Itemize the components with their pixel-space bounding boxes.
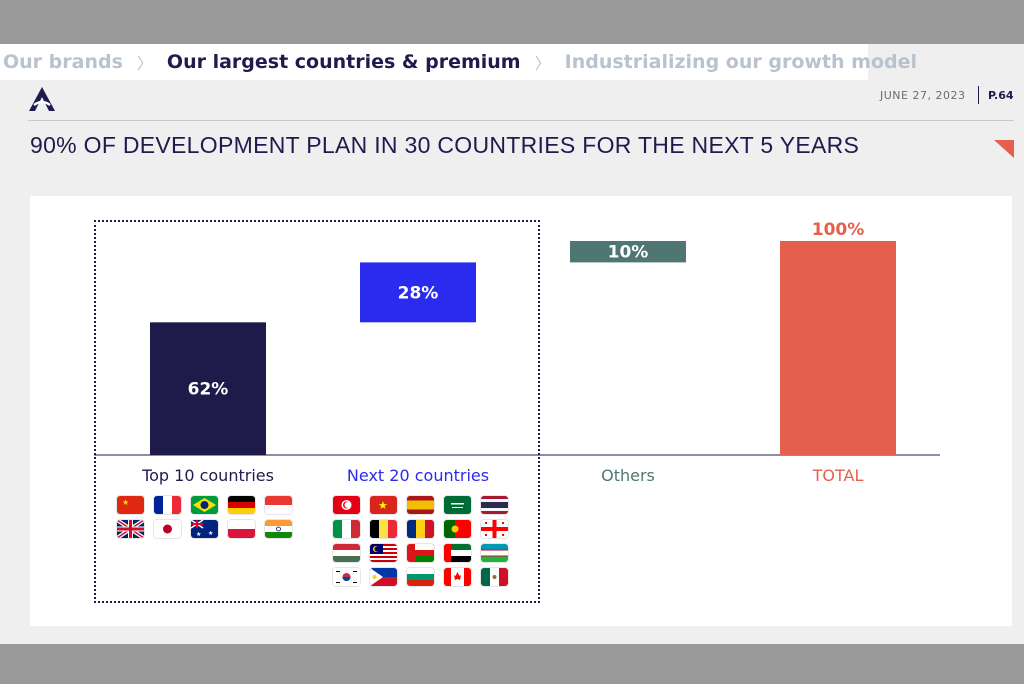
bar-others: [570, 241, 686, 263]
flag-bulgaria-icon: [407, 568, 434, 586]
bar-next-20-countries: [360, 262, 476, 323]
slide: Our brands 〉 Our largest countries & pre…: [0, 44, 1024, 644]
page-number: P.64: [988, 89, 1014, 102]
slide-title: 90% OF DEVELOPMENT PLAN IN 30 COUNTRIES …: [30, 132, 860, 158]
flag-brazil-icon: [191, 496, 218, 514]
flag-belgium-icon: [370, 520, 397, 538]
flag-indonesia-icon: [265, 496, 292, 514]
flag-saudi-arabia-icon: [444, 496, 471, 514]
chart-panel: 62% Top 10 countries 28% Next 20 countries 1…: [30, 196, 1012, 626]
flag-romania-icon: [407, 520, 434, 538]
flag-portugal-icon: [444, 520, 471, 538]
category-label-1: Top 10 countries: [141, 466, 274, 485]
data-label-2: 28%: [398, 283, 439, 303]
flag-vietnam-icon: ★: [370, 496, 397, 514]
flag-hungary-icon: [333, 544, 360, 562]
category-label-4: TOTAL: [812, 466, 864, 485]
svg-text:★: ★: [208, 530, 213, 537]
bar-total: [780, 241, 896, 455]
header-rule: [28, 120, 1014, 121]
data-label-1: 62%: [188, 380, 229, 400]
flag-australia-icon: ★ ★: [191, 520, 218, 538]
data-label-3: 10%: [608, 243, 649, 263]
flags-next20: ★: [333, 496, 508, 586]
flag-india-icon: [265, 520, 292, 538]
top30-highlight-box: [94, 220, 540, 603]
flag-tunisia-icon: [333, 496, 360, 514]
flag-spain-icon: [407, 496, 434, 514]
waterfall-chart: 62% Top 10 countries 28% Next 20 countries 1…: [94, 220, 940, 485]
breadcrumb-item-largest-countries[interactable]: Our largest countries & premium: [166, 51, 521, 73]
flag-thailand-icon: [481, 496, 508, 514]
accor-a-logo-icon: [29, 87, 55, 111]
chevron-right-icon: 〉: [534, 54, 551, 73]
breadcrumb: Our brands 〉 Our largest countries & pre…: [0, 44, 917, 80]
category-label-3: Others: [601, 466, 655, 485]
flag-germany-icon: [228, 496, 255, 514]
chevron-right-icon: 〉: [136, 54, 153, 73]
flag-italy-icon: [333, 520, 360, 538]
flag-japan-icon: [154, 520, 181, 538]
svg-text:★: ★: [196, 531, 201, 538]
flag-uae-icon: [444, 544, 471, 562]
flags-top10: ★ ★ ★: [117, 496, 292, 538]
breadcrumb-item-growth-model[interactable]: Industrializing our growth model: [564, 51, 917, 73]
data-label-4: 100%: [812, 220, 865, 240]
flag-france-icon: [154, 496, 181, 514]
flag-mexico-icon: [481, 568, 508, 586]
svg-text:★: ★: [378, 499, 388, 512]
flag-uzbekistan-icon: [481, 544, 508, 562]
flag-georgia-icon: [481, 520, 508, 538]
slide-date: JUNE 27, 2023: [880, 89, 966, 102]
bar-top-10-countries: [150, 322, 266, 455]
flag-uk-icon: [117, 520, 144, 538]
category-label-2: Next 20 countries: [347, 466, 489, 485]
breadcrumb-item-brands[interactable]: Our brands: [3, 51, 123, 73]
svg-text:★: ★: [122, 498, 129, 507]
flag-poland-icon: [228, 520, 255, 538]
flag-philippines-icon: [370, 568, 397, 586]
flag-south-korea-icon: [333, 568, 360, 586]
flag-malaysia-icon: [370, 544, 397, 562]
flag-oman-icon: [407, 544, 434, 562]
header-divider: [978, 86, 979, 104]
flag-china-icon: ★: [117, 496, 144, 514]
corner-triangle-icon: [994, 140, 1014, 158]
flag-canada-icon: [444, 568, 471, 586]
